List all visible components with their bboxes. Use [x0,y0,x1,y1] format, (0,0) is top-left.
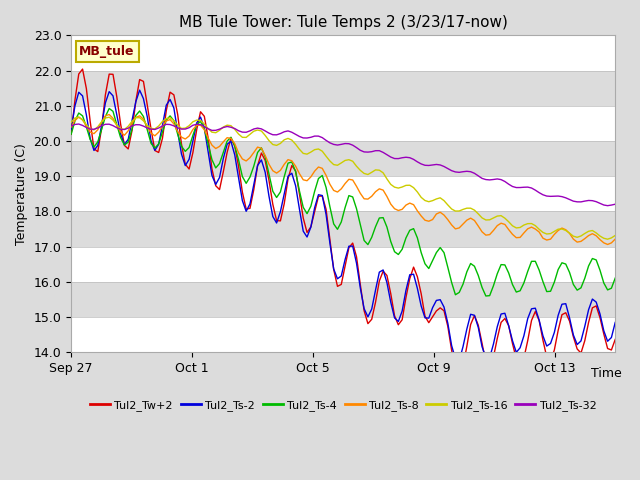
Legend: Tul2_Tw+2, Tul2_Ts-2, Tul2_Ts-4, Tul2_Ts-8, Tul2_Ts-16, Tul2_Ts-32: Tul2_Tw+2, Tul2_Ts-2, Tul2_Ts-4, Tul2_Ts… [85,396,601,416]
Bar [71,282,615,317]
Bar [71,36,615,71]
Bar [71,176,615,211]
Bar [71,141,615,176]
Y-axis label: Temperature (C): Temperature (C) [15,143,28,245]
Bar [71,106,615,141]
Bar [71,211,615,247]
Bar [71,317,615,352]
Bar [71,71,615,106]
Title: MB Tule Tower: Tule Temps 2 (3/23/17-now): MB Tule Tower: Tule Temps 2 (3/23/17-now… [179,15,508,30]
Text: MB_tule: MB_tule [79,45,135,58]
Text: Time: Time [591,367,622,380]
Bar [71,247,615,282]
